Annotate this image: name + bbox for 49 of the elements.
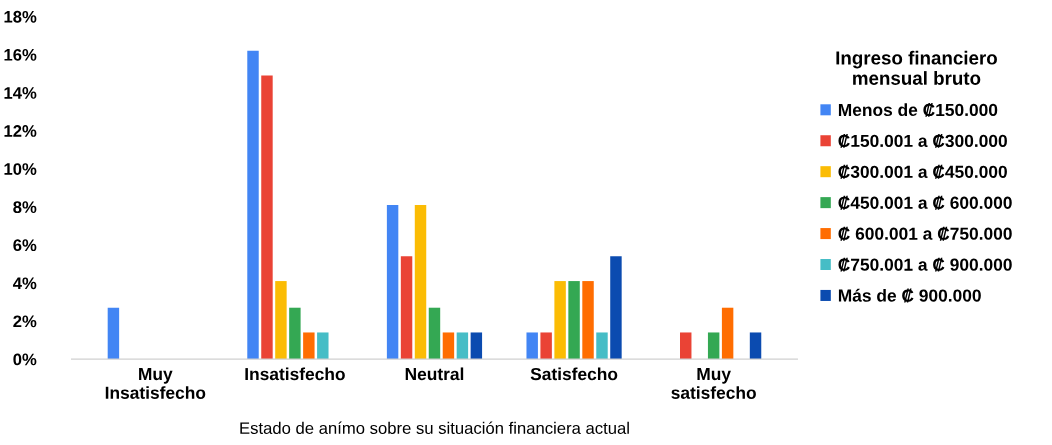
y-tick-label: 14% <box>4 87 37 99</box>
legend-label: ₡450.001 a ₡ 600.000 <box>838 195 1012 210</box>
bar <box>526 332 538 360</box>
x-axis-title: Estado de anímo sobre su situación financiera actual <box>240 421 629 435</box>
bar <box>582 281 594 360</box>
x-tick-label: Satisfecho <box>530 367 618 381</box>
bar <box>707 332 720 360</box>
bar <box>386 204 399 360</box>
y-tick-label: 18% <box>4 10 37 23</box>
bar <box>289 307 301 360</box>
bar <box>540 332 552 360</box>
bar <box>470 332 483 360</box>
legend-title: Ingreso financiero mensual bruto <box>836 50 997 85</box>
legend-label: ₡150.001 a ₡300.000 <box>838 133 1007 148</box>
legend-label: Más de ₡ 900.000 <box>838 288 981 303</box>
bar <box>554 281 566 360</box>
bar <box>721 307 734 360</box>
y-tick-label: 4% <box>12 277 37 290</box>
x-tick-label: Muy satisfecho <box>671 368 756 399</box>
bar <box>400 256 413 360</box>
bar <box>247 50 259 360</box>
bar <box>456 332 469 360</box>
bar <box>610 256 622 360</box>
bar <box>414 204 427 360</box>
bar <box>568 281 580 360</box>
bar <box>107 307 120 360</box>
bar <box>261 75 273 360</box>
x-tick-label: Neutral <box>405 367 464 381</box>
x-tick-label: Muy Insatisfecho <box>105 368 206 399</box>
bar <box>596 332 608 360</box>
y-tick-label: 16% <box>4 48 37 61</box>
legend-label: ₡750.001 a ₡ 900.000 <box>838 257 1012 272</box>
bar <box>749 332 762 360</box>
bar <box>442 332 455 360</box>
y-tick-label: 2% <box>13 315 37 328</box>
bar <box>428 307 441 360</box>
bar <box>317 332 329 360</box>
legend-label: ₡ 600.001 a ₡750.000 <box>838 226 1012 241</box>
x-tick-label: Insatisfecho <box>245 367 345 381</box>
y-tick-label: 6% <box>13 239 37 252</box>
y-tick-label: 8% <box>13 201 37 214</box>
legend-label: ₡300.001 a ₡450.000 <box>838 164 1007 179</box>
y-tick-label: 0% <box>13 353 37 366</box>
bar <box>303 332 315 360</box>
legend-label: Menos de ₡150.000 <box>838 102 998 117</box>
y-tick-label: 10% <box>4 163 37 175</box>
bar <box>275 281 287 360</box>
y-tick-label: 12% <box>4 125 37 137</box>
bar <box>680 332 692 360</box>
